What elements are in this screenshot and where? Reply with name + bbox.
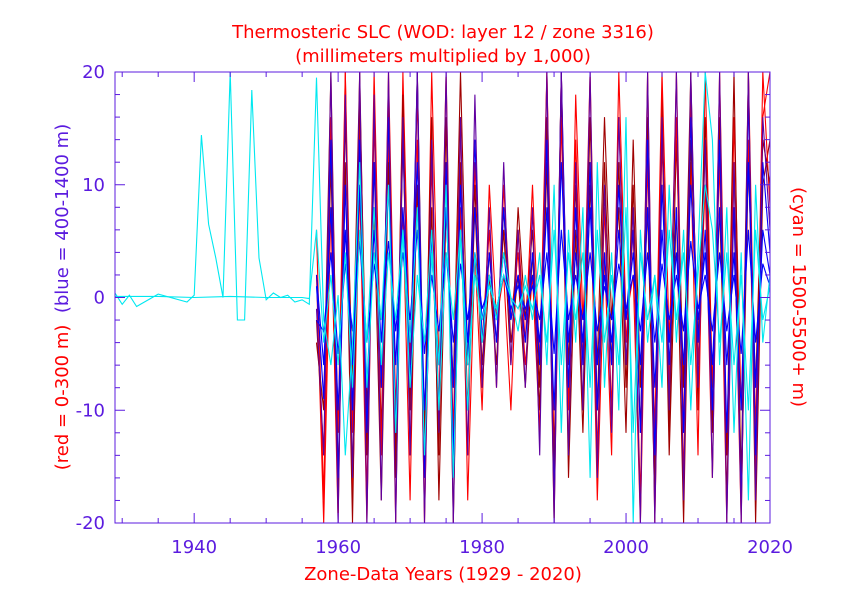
series-line-red-2 — [315, 72, 770, 523]
y-tick-label: -10 — [76, 400, 105, 421]
x-tick-label: 1960 — [315, 537, 361, 558]
y-tick-label: -20 — [76, 513, 105, 534]
x-tick-label: 1980 — [459, 537, 505, 558]
y-axis-label-red-part: (red = 0-300 m) — [52, 325, 73, 471]
y-axis: -20 -10 0 10 20 — [76, 62, 770, 534]
series-line-blue-6 — [315, 162, 770, 411]
y-axis-label-left: (red = 0-300 m) (blue = 400-1400 m) — [52, 124, 73, 471]
y-tick-label: 0 — [94, 288, 105, 309]
x-axis: 1940 1960 1980 2000 2020 — [121, 72, 793, 558]
x-tick-label: 1940 — [171, 537, 217, 558]
x-tick-label: 2020 — [747, 537, 793, 558]
chart-title: Thermosteric SLC (WOD: layer 12 / zone 3… — [231, 22, 654, 43]
x-axis-label: Zone-Data Years (1929 - 2020) — [304, 564, 582, 585]
y-tick-label: 20 — [82, 62, 105, 83]
series-layer — [115, 72, 770, 523]
x-tick-label: 2000 — [603, 537, 649, 558]
series-line-cyan-9 — [115, 184, 770, 433]
y-axis-label-blue-part: (blue = 400-1400 m) — [52, 124, 73, 313]
y-tick-label: 10 — [82, 175, 105, 196]
y-axis-label-right: (cyan = 1500-5500+ m) — [788, 187, 809, 407]
chart-subtitle: (millimeters multiplied by 1,000) — [295, 46, 591, 67]
